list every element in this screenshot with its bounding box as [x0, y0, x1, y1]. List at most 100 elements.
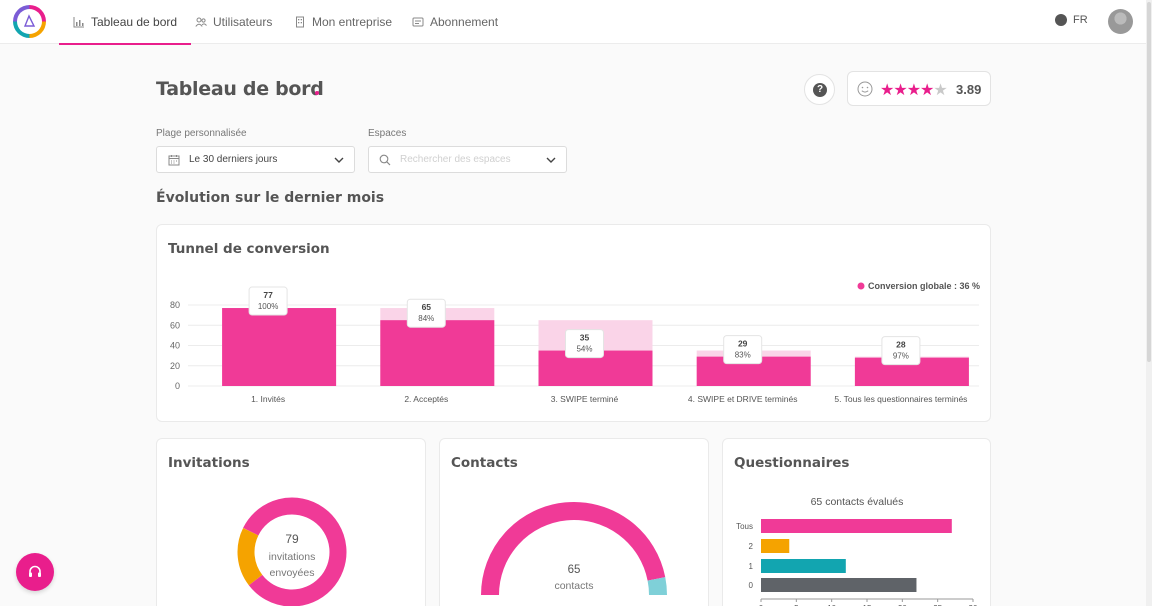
scrollbar-thumb[interactable]	[1147, 2, 1151, 362]
star-filled-icon: ★	[906, 80, 921, 99]
range-label: Plage personnalisée	[156, 128, 247, 139]
y-tick-label: 80	[170, 300, 180, 310]
tab-mon-entreprise[interactable]: Mon entreprise	[294, 0, 392, 44]
hbar[interactable]	[761, 519, 952, 533]
x-tick-label: 5. Tous les questionnaires terminés	[834, 394, 967, 404]
conversion-card: Tunnel de conversion 0 20 40 60 80 1. Invités…	[156, 224, 991, 422]
donut-slice[interactable]	[243, 497, 347, 606]
y-tick-label: 20	[170, 361, 180, 371]
conversion-title: Tunnel de conversion	[168, 241, 330, 257]
y-tick-label: 1	[749, 562, 754, 571]
gauge-center-value: 65	[568, 564, 581, 576]
hbar[interactable]	[761, 539, 790, 553]
gauge-slice[interactable]	[647, 577, 667, 596]
invitations-chart: 79 invitations envoyées	[237, 497, 347, 606]
star-filled-icon: ★	[880, 80, 894, 99]
x-tick-label: 25	[933, 604, 942, 606]
x-tick-label: 15	[863, 604, 872, 606]
bar-chart-icon	[73, 17, 84, 28]
globe-icon	[1055, 14, 1067, 26]
bar-stage[interactable]	[380, 320, 495, 386]
top-navigation: Tableau de bord Utilisateurs Mon entrepr…	[0, 0, 1146, 45]
user-avatar[interactable]	[1108, 9, 1133, 34]
donut-slice[interactable]	[237, 527, 263, 586]
spaces-search-input[interactable]	[400, 154, 540, 165]
rating-stars: ★★★★★	[880, 80, 948, 99]
satisfaction-rating[interactable]: ★★★★★ 3.89	[847, 71, 991, 106]
search-icon	[379, 154, 391, 165]
date-range-value: Le 30 derniers jours	[189, 154, 278, 165]
help-button[interactable]: ?	[804, 74, 835, 105]
chevron-down-icon	[334, 157, 344, 163]
y-tick-label: 0	[175, 381, 180, 391]
date-range-select[interactable]: Le 30 derniers jours	[156, 146, 355, 173]
y-tick-label: 2	[749, 542, 754, 551]
tab-label: Mon entreprise	[312, 15, 393, 29]
subscription-icon	[412, 17, 424, 27]
tab-label: Abonnement	[430, 15, 499, 29]
gauge-center-label: contacts	[554, 580, 593, 592]
x-tick-label: 30	[969, 604, 978, 606]
x-tick-label: 20	[898, 604, 907, 606]
spaces-select[interactable]	[368, 146, 567, 173]
star-empty-icon: ★	[933, 80, 947, 99]
value-label: 65	[422, 302, 432, 312]
percent-label: 100%	[258, 302, 278, 311]
page-scrollbar[interactable]	[1146, 0, 1152, 606]
tab-label: Tableau de bord	[91, 15, 178, 29]
value-label: 29	[738, 339, 748, 349]
percent-label: 54%	[576, 345, 592, 354]
value-label: 28	[896, 340, 906, 350]
value-tooltip	[406, 298, 446, 328]
page-title: Tableau de bord	[156, 78, 324, 100]
questionnaires-chart: 65 contacts évaluésTous210051015202530	[736, 496, 978, 606]
hbar[interactable]	[761, 559, 846, 573]
tab-label: Utilisateurs	[213, 15, 273, 29]
support-chat-button[interactable]	[16, 553, 54, 591]
tab-abonnement[interactable]: Abonnement	[412, 0, 498, 44]
title-accent-dot	[315, 91, 319, 95]
donut-center-label: envoyées	[270, 567, 315, 579]
x-tick-label: 2. Acceptés	[404, 394, 448, 404]
language-code: FR	[1073, 14, 1088, 26]
percent-label: 84%	[418, 314, 434, 323]
value-tooltip	[565, 329, 604, 359]
y-tick-label: 60	[170, 320, 180, 330]
legend-marker	[857, 282, 865, 290]
hbar[interactable]	[761, 578, 917, 592]
rating-score: 3.89	[956, 82, 982, 97]
help-icon: ?	[813, 83, 827, 97]
invitations-title: Invitations	[168, 455, 250, 471]
building-icon	[296, 16, 304, 28]
contacts-card: Contacts 65 contacts	[439, 438, 709, 606]
y-tick-label: 0	[749, 581, 754, 590]
x-tick-label: 5	[794, 604, 799, 606]
tab-tableau-de-bord[interactable]: Tableau de bord	[58, 0, 192, 45]
percent-label: 83%	[735, 351, 751, 360]
section-title: Évolution sur le dernier mois	[156, 190, 385, 206]
questionnaires-title: Questionnaires	[734, 455, 850, 471]
x-tick-label: 10	[827, 604, 836, 606]
value-label: 77	[263, 290, 273, 300]
value-tooltip	[723, 335, 763, 365]
x-tick-label: 1. Invités	[251, 394, 285, 404]
value-tooltip	[248, 286, 288, 316]
language-switcher[interactable]: FR	[1055, 14, 1088, 26]
questionnaires-card: Questionnaires 65 contacts évalués Tous 2 1…	[722, 438, 991, 606]
users-icon	[195, 17, 207, 27]
conversion-chart: 0 20 40 60 80 1. Invités 77 100% 2. Acceptés 65 84…	[170, 281, 980, 404]
y-tick-label: 40	[170, 341, 180, 351]
star-filled-icon: ★	[920, 80, 934, 99]
donut-center-value: 79	[285, 532, 299, 546]
gauge-slice[interactable]	[481, 502, 666, 596]
questionnaires-subtitle: 65 contacts évalués	[811, 496, 904, 508]
y-tick-label: Tous	[736, 522, 753, 531]
donut-center-label: invitations	[269, 551, 316, 563]
bar-stage[interactable]	[222, 308, 337, 386]
app-logo[interactable]	[13, 5, 46, 38]
calendar-icon	[168, 154, 180, 165]
logo-mark-icon	[23, 14, 36, 27]
percent-label: 97%	[893, 352, 909, 361]
tab-utilisateurs[interactable]: Utilisateurs	[195, 0, 272, 44]
contacts-chart: 65 contacts	[481, 502, 667, 596]
